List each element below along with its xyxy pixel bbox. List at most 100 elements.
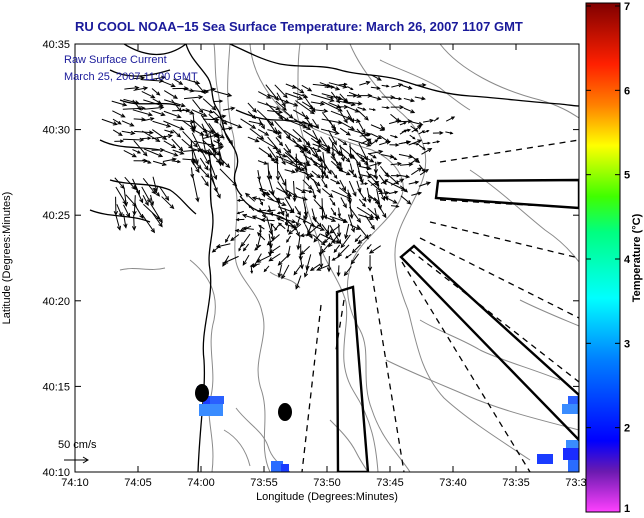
current-vector-head (292, 197, 297, 203)
current-vector-head (194, 159, 199, 165)
current-vector (133, 87, 148, 91)
current-vector (370, 124, 385, 131)
current-vector (293, 266, 301, 275)
current-vector-head (288, 114, 294, 119)
current-vector-head (270, 190, 275, 196)
current-vector-head (382, 213, 387, 219)
current-vector (283, 109, 293, 119)
current-vector (360, 156, 369, 166)
current-vector (409, 154, 420, 163)
current-vector-head (369, 216, 375, 221)
current-vector-head (299, 89, 305, 94)
current-vector-head (280, 211, 285, 217)
current-vector-head (364, 182, 369, 186)
current-vector-head (376, 76, 382, 81)
current-vector-head (211, 248, 217, 253)
current-vector-head (426, 130, 430, 133)
current-vector (337, 244, 350, 257)
current-vector (141, 186, 151, 203)
current-vector-head (193, 142, 199, 148)
current-vector-head (308, 233, 313, 239)
current-vector-head (286, 134, 291, 139)
current-vector-head (147, 136, 152, 141)
current-vector (112, 118, 122, 125)
current-vector (388, 191, 398, 195)
current-vector (303, 189, 313, 193)
current-vector (313, 233, 321, 243)
current-vector (374, 208, 378, 221)
current-vector (326, 225, 330, 238)
current-vector-head (149, 117, 155, 121)
current-vector-head (346, 192, 352, 198)
current-vector-head (289, 208, 295, 214)
colorbar-tick-label: 5 (624, 170, 630, 182)
current-vector (294, 206, 301, 216)
current-vector (300, 233, 311, 237)
current-vector (276, 92, 286, 107)
current-vector-head (366, 246, 370, 250)
current-vector (219, 168, 237, 187)
current-vector (310, 101, 324, 105)
current-vector (330, 207, 337, 216)
current-vector (144, 106, 164, 110)
current-vector-head (367, 93, 373, 98)
current-vector-head (211, 87, 217, 92)
x-tick-label: 73:40 (439, 477, 467, 489)
current-vector (321, 215, 336, 222)
current-vector (285, 161, 305, 171)
current-vector (374, 170, 378, 180)
current-vector-head (153, 187, 158, 193)
current-vector (378, 192, 389, 195)
current-vector-head (323, 108, 329, 114)
current-vector-head (349, 125, 355, 131)
current-vector (356, 206, 374, 218)
current-vector-head (298, 95, 304, 100)
current-vector-head (451, 116, 456, 120)
current-vector-head (225, 239, 229, 244)
current-vector-head (355, 118, 361, 123)
current-vector (295, 215, 315, 227)
current-vector-head (264, 131, 270, 136)
current-vector-head (307, 122, 313, 127)
current-vector (344, 266, 352, 276)
current-vector (320, 128, 339, 135)
current-vector-head (331, 202, 336, 207)
colorbar-tick-label: 2 (624, 423, 630, 435)
current-vector-head (141, 117, 147, 122)
current-vector-head (155, 192, 161, 197)
current-vector (321, 93, 342, 100)
current-vector-head (169, 130, 175, 134)
current-vector-head (361, 128, 366, 134)
current-vector (346, 101, 362, 105)
current-vector (284, 169, 296, 173)
current-vector-head (308, 189, 314, 194)
current-vector-head (278, 222, 282, 227)
current-vector-head (254, 138, 260, 143)
current-vector (151, 212, 163, 227)
current-vector (339, 144, 345, 161)
current-vector-head (351, 248, 357, 254)
current-vector-head (260, 217, 266, 223)
current-vector (225, 234, 231, 243)
current-vector-head (362, 196, 367, 202)
current-vector (191, 90, 209, 93)
radar-site-marker (195, 384, 209, 402)
current-vector (133, 140, 148, 156)
current-vector-head (332, 140, 337, 146)
current-vector-head (374, 139, 379, 143)
current-vector-head (365, 80, 371, 85)
current-vector-head (366, 142, 372, 147)
current-vector (401, 84, 412, 90)
current-vector (339, 100, 355, 106)
current-vector (202, 88, 216, 92)
current-vector-head (422, 146, 426, 150)
current-vector-head (377, 188, 383, 193)
current-vector (181, 138, 193, 149)
current-vector (376, 188, 382, 209)
current-vector (418, 164, 425, 172)
current-vector-head (313, 238, 318, 243)
current-vector (163, 140, 176, 149)
current-vector-head (218, 142, 224, 146)
current-vector (356, 180, 361, 192)
current-vector-head (204, 165, 209, 171)
